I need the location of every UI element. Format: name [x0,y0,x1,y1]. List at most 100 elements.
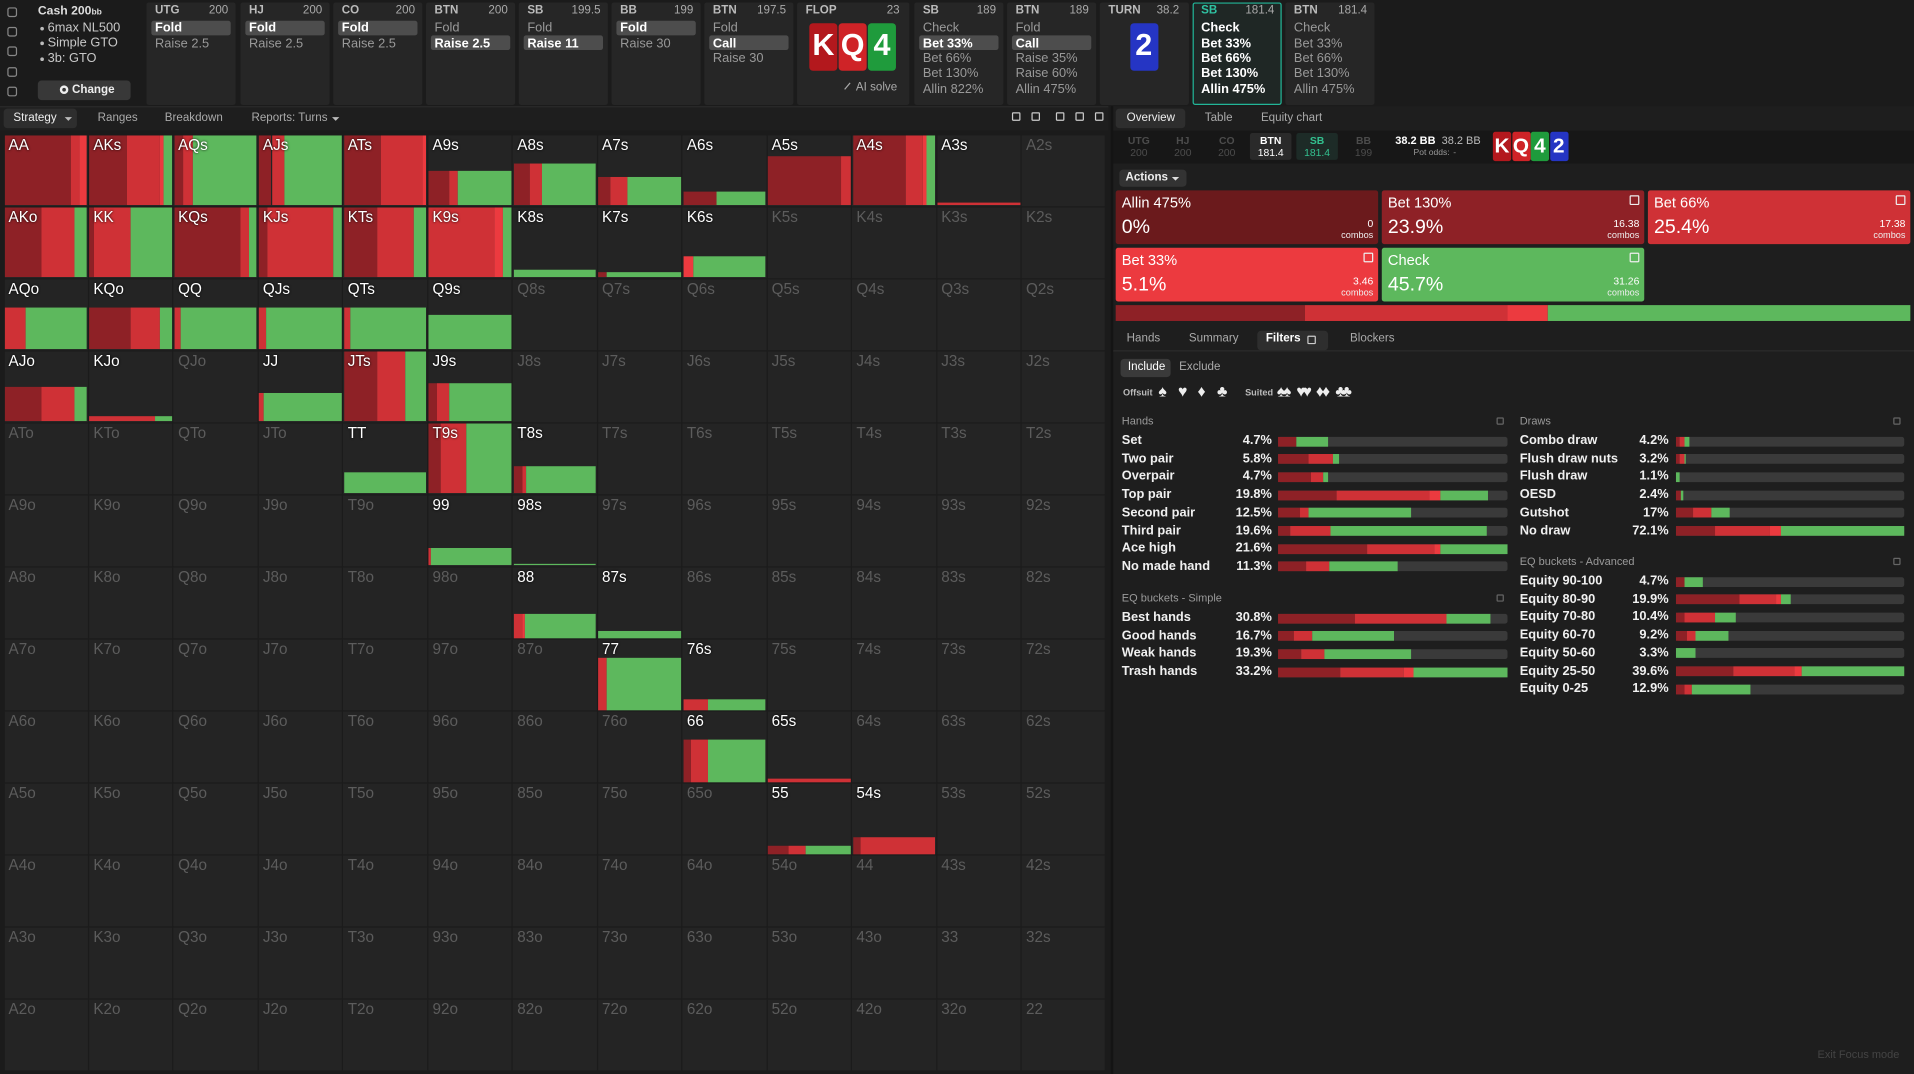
action-option[interactable]: Raise 2.5 [249,36,304,51]
view-icon[interactable] [1031,112,1041,121]
action-column[interactable] [914,2,1004,105]
action-option[interactable]: Bet 66% [1293,51,1343,66]
hand-cell[interactable] [428,855,512,927]
hand-cell[interactable] [428,927,512,999]
action-option[interactable]: Raise 2.5 [341,36,396,51]
hand-cell[interactable] [767,279,851,350]
hand-cell[interactable] [1021,783,1106,855]
toolbar-tab[interactable]: Reports: Turns [251,111,328,125]
action-column[interactable] [426,2,516,105]
hand-cell[interactable] [1021,639,1106,711]
filter-name[interactable]: Trash hands [1121,664,1198,679]
suit-filter[interactable]: ♥ [1177,382,1188,401]
action-column[interactable] [1192,2,1282,105]
hand-cell[interactable] [89,495,173,567]
hand-cell[interactable] [343,855,427,927]
action-option[interactable]: Bet 66% [922,51,972,66]
action-option[interactable]: Bet 66% [1201,51,1252,66]
filter-name[interactable]: Third pair [1121,522,1181,538]
hand-cell[interactable] [767,711,851,783]
filter-name[interactable]: Flush draw nuts [1519,451,1619,466]
hand-cell[interactable] [936,495,1021,567]
hand-cell[interactable] [682,567,767,639]
ai-solve[interactable]: AI solve [855,80,898,94]
hand-cell[interactable] [258,495,343,567]
hand-cell[interactable] [513,927,597,999]
hand-cell[interactable] [89,567,173,639]
hand-cell[interactable] [936,423,1021,495]
hand-cell[interactable] [89,423,173,495]
hand-cell[interactable] [4,423,88,495]
hand-cell[interactable] [1021,855,1106,927]
action-option[interactable]: Fold [434,21,460,36]
action-option[interactable]: Bet 130% [1201,66,1259,81]
hand-cell[interactable] [767,1000,851,1071]
filter-tab[interactable]: Hands [1126,331,1161,346]
action-option[interactable]: Check [1201,21,1240,36]
hand-cell[interactable] [258,927,343,999]
hand-cell[interactable] [513,711,597,783]
hand-cell[interactable] [173,855,258,927]
hand-cell[interactable] [597,206,682,278]
hand-cell[interactable] [682,1000,767,1071]
hand-cell[interactable] [173,639,258,711]
hand-cell[interactable] [936,855,1021,927]
hand-cell[interactable] [597,495,682,567]
action-box[interactable] [1115,190,1379,245]
hand-cell[interactable] [89,351,173,423]
action-column[interactable] [333,2,423,105]
hand-cell[interactable] [852,279,936,350]
hand-cell[interactable] [682,783,767,855]
filter-name[interactable]: Two pair [1121,451,1174,466]
filter-name[interactable]: Flush draw [1519,469,1588,484]
action-column[interactable] [611,2,701,105]
hand-cell[interactable] [597,783,682,855]
hand-cell[interactable] [89,783,173,855]
toolbar-tab[interactable]: Strategy [13,111,57,125]
filter-name[interactable]: Equity 0-25 [1519,681,1589,696]
action-option[interactable]: Check [922,21,960,36]
action-option[interactable]: Fold [341,21,369,36]
hand-cell[interactable] [343,783,427,855]
hand-cell[interactable] [1021,134,1106,206]
action-option[interactable]: Fold [1015,21,1041,36]
hand-cell[interactable] [343,567,427,639]
filter-name[interactable]: Equity 70-80 [1519,609,1596,625]
hand-cell[interactable] [767,927,851,999]
action-column[interactable] [704,2,794,105]
hand-cell[interactable] [1021,1000,1106,1071]
view-icon[interactable] [1075,112,1084,121]
hand-cell[interactable] [597,423,682,495]
action-column[interactable] [1285,2,1375,105]
hand-cell[interactable] [1021,711,1106,783]
action-option[interactable]: Raise 30 [712,51,764,66]
filter-name[interactable]: Equity 60-70 [1519,627,1596,643]
hand-cell[interactable] [852,855,936,927]
hand-cell[interactable] [513,1000,597,1071]
action-option[interactable]: Allin 475% [1201,81,1266,96]
action-option[interactable]: Raise 35% [1015,51,1078,66]
hand-cell[interactable] [1021,206,1106,278]
filter-name[interactable]: Weak hands [1121,646,1197,661]
action-option[interactable]: Allin 475% [1015,81,1077,96]
action-option[interactable]: Allin 475% [1293,81,1355,96]
hand-cell[interactable] [682,639,767,711]
hand-cell[interactable] [4,567,88,639]
hand-cell[interactable] [258,639,343,711]
action-option[interactable]: Call [1015,36,1040,51]
filter-name[interactable]: Equity 90-100 [1519,573,1603,589]
hand-cell[interactable] [1021,423,1106,495]
hand-cell[interactable] [682,279,767,350]
action-column[interactable] [146,2,236,105]
hand-cell[interactable] [597,279,682,350]
suit-filter[interactable]: ♦ [1197,382,1206,401]
hand-cell[interactable] [4,927,88,999]
suited-filter[interactable]: ♠ [1282,382,1292,401]
hand-cell[interactable] [597,351,682,423]
hand-cell[interactable] [513,351,597,423]
hand-cell[interactable] [767,351,851,423]
filter-name[interactable]: Top pair [1121,487,1172,502]
filter-tab[interactable]: Filters [1265,331,1301,346]
filter-name[interactable]: OESD [1519,487,1557,502]
hand-cell[interactable] [428,783,512,855]
